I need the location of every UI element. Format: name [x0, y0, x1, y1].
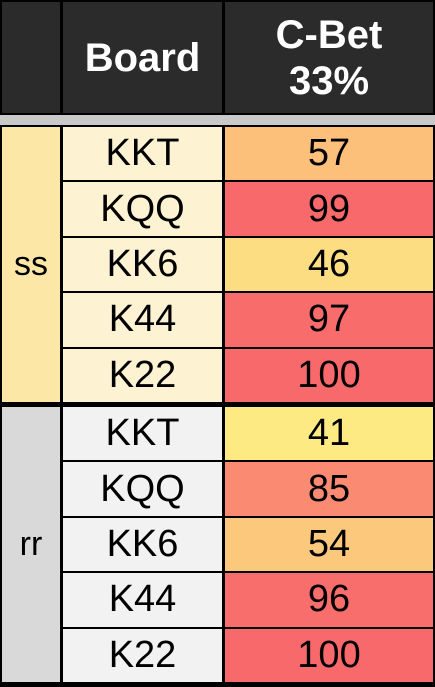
- board-cell: K22: [63, 628, 222, 682]
- board-cell: KKT: [63, 407, 222, 461]
- cbet-value-cell: 96: [225, 573, 433, 627]
- board-cell: K44: [63, 573, 222, 627]
- group-label: ss: [2, 127, 60, 402]
- board-cell: KQQ: [63, 462, 222, 516]
- header-cbet-line1: C-Bet: [275, 12, 383, 57]
- group-separator: [0, 402, 435, 405]
- header-separator: [0, 115, 435, 125]
- cbet-value-cell: 97: [225, 293, 433, 347]
- board-cell: K44: [63, 293, 222, 347]
- board-cell: KK6: [63, 517, 222, 572]
- board-cell: K22: [63, 348, 222, 402]
- header-board: Board: [63, 2, 222, 113]
- header-cbet-line2: 33%: [288, 58, 370, 103]
- header-cbet: C-Bet 33%: [225, 2, 433, 113]
- board-cell: KQQ: [63, 182, 222, 236]
- cbet-value-cell: 41: [225, 407, 433, 461]
- cbet-value-cell: 85: [225, 462, 433, 516]
- board-cell: KKT: [63, 127, 222, 181]
- group-label: rr: [2, 407, 60, 682]
- header-blank-cell: [2, 2, 60, 113]
- cbet-value-cell: 46: [225, 237, 433, 292]
- cbet-value-cell: 100: [225, 348, 433, 402]
- cbet-value-cell: 99: [225, 182, 433, 236]
- board-cell: KK6: [63, 237, 222, 292]
- cbet-value-cell: 54: [225, 517, 433, 572]
- cbet-value-cell: 100: [225, 628, 433, 682]
- cbet-value-cell: 57: [225, 127, 433, 181]
